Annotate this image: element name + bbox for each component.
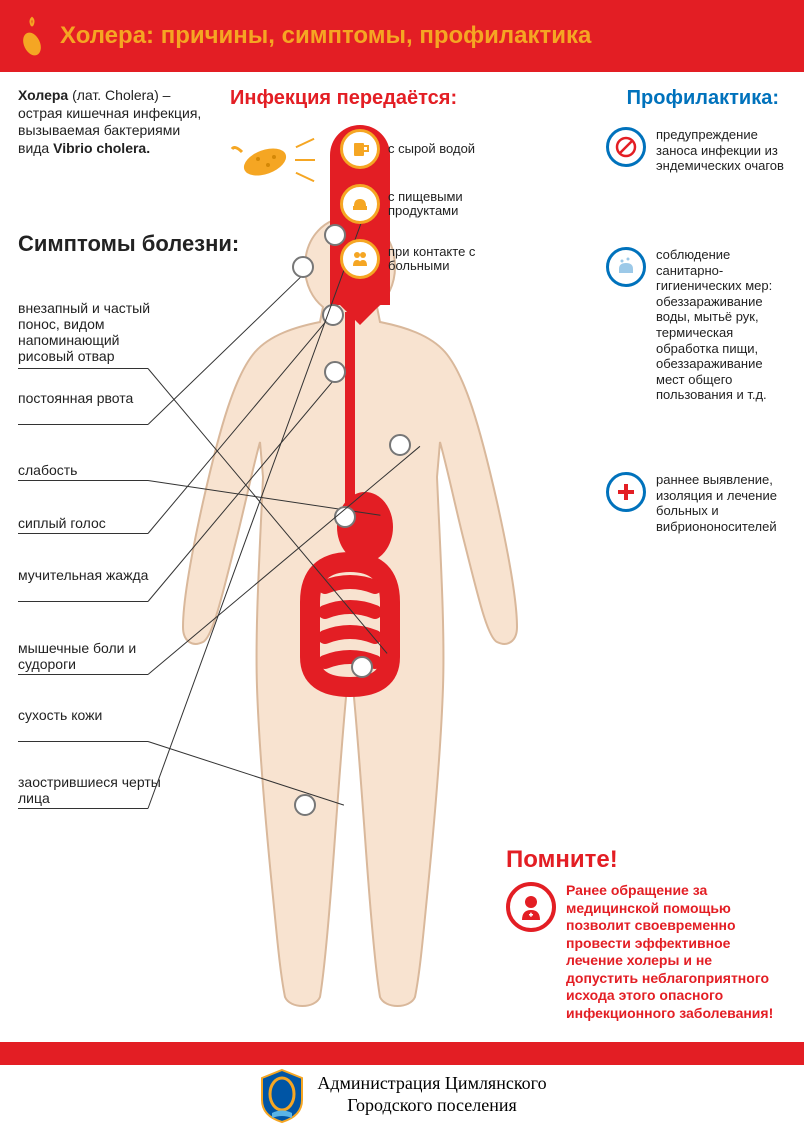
main-content: Холера (лат. Cholera) – острая кишечная … [0, 72, 804, 1042]
page-title: Холера: причины, симптомы, профилактика [60, 22, 591, 50]
remember-block: Помните! Ранее обращение за медицинской … [506, 846, 786, 1022]
symptom-marker [292, 256, 314, 278]
header: Холера: причины, симптомы, профилактика [0, 0, 804, 72]
transmission-label: при контакте с больными [388, 245, 488, 274]
bacterium-header-icon [15, 16, 50, 56]
medical-cross-icon [606, 472, 646, 512]
transmission-item: при контакте с больными [340, 239, 488, 279]
nurse-icon [506, 882, 556, 932]
symptom-marker [324, 224, 346, 246]
no-entry-icon [606, 127, 646, 167]
prevention-text: раннее выявление, изоляция и лечение бол… [656, 472, 786, 534]
prevention-text: предупреждение заноса инфекции из эндеми… [656, 127, 786, 174]
transmission-label: с пищевыми продуктами [388, 190, 488, 219]
symptom-label: сухость кожи [18, 707, 178, 723]
coat-of-arms-icon [257, 1068, 307, 1123]
symptom-label: мучительная жажда [18, 567, 178, 583]
transmission-label: с сырой водой [388, 142, 488, 156]
prevention-text: соблюдение санитарно-гигиенических мер: … [656, 247, 786, 403]
symptom-label: слабость [18, 462, 178, 478]
prevention-title: Профилактика: [627, 87, 779, 110]
symptom-underline [18, 533, 148, 534]
symptom-label: постоянная рвота [18, 390, 178, 406]
symptom-marker [324, 361, 346, 383]
symptom-marker [351, 656, 373, 678]
footer-text: Администрация Цимлянского Городского пос… [317, 1073, 546, 1116]
transmission-title: Инфекция передаётся: [230, 87, 457, 110]
transmission-item: с сырой водой [340, 129, 488, 169]
symptom-underline [18, 808, 148, 809]
bacterium-icon [230, 137, 300, 182]
food-icon [340, 184, 380, 224]
wash-hands-icon [606, 247, 646, 287]
symptom-label: сиплый голос [18, 515, 178, 531]
prevention-item: раннее выявление, изоляция и лечение бол… [606, 472, 786, 534]
symptom-label: внезапный и частый понос, видом напомина… [18, 300, 178, 364]
symptom-underline [18, 674, 148, 675]
footer: Администрация Цимлянского Городского пос… [0, 1042, 804, 1125]
remember-title: Помните! [506, 846, 786, 874]
symptom-underline [18, 601, 148, 602]
definition-text: Холера (лат. Cholera) – острая кишечная … [18, 87, 208, 157]
symptom-marker [294, 794, 316, 816]
remember-text: Ранее обращение за медицинской помощью п… [566, 882, 786, 1022]
transmission-item: с пищевыми продуктами [340, 184, 488, 224]
prevention-item: предупреждение заноса инфекции из эндеми… [606, 127, 786, 174]
symptom-underline [18, 480, 148, 481]
people-icon [340, 239, 380, 279]
symptom-underline [18, 741, 148, 742]
cup-icon [340, 129, 380, 169]
symptom-underline [18, 424, 148, 425]
symptom-underline [18, 368, 148, 369]
prevention-item: соблюдение санитарно-гигиенических мер: … [606, 247, 786, 403]
symptom-marker [389, 434, 411, 456]
